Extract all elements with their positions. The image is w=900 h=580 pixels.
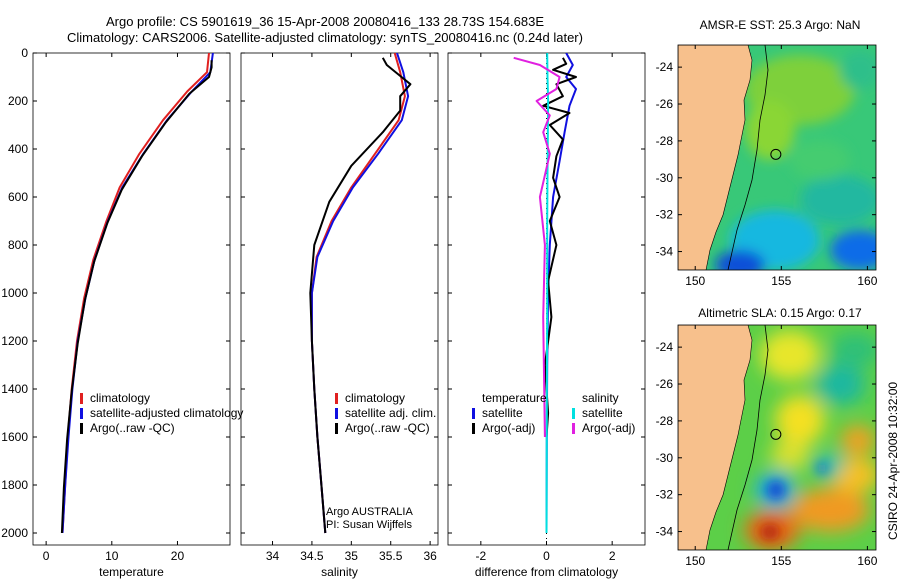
y-tick-label: -24	[656, 60, 674, 74]
y-tick-label: 1400	[1, 382, 28, 396]
chart-subtitle: Climatology: CARS2006. Satellite-adjuste…	[67, 30, 583, 45]
legend-item-satellite: satellite-adjusted climatology	[80, 406, 243, 421]
argo-location-marker	[770, 428, 782, 440]
x-axis-label: difference from climatology	[475, 565, 618, 579]
legend-heading: temperature	[482, 391, 547, 405]
x-axis-label: temperature	[99, 565, 164, 579]
map-frame	[677, 324, 877, 551]
y-tick-label: 200	[8, 94, 28, 108]
x-tick-label: 155	[771, 554, 791, 568]
temperature-legend: climatology satellite-adjusted climatolo…	[80, 391, 243, 436]
sst-map-land	[678, 45, 769, 270]
x-tick-label: 2	[609, 549, 616, 563]
sst-map-title: AMSR-E SST: 25.3 Argo: NaN	[699, 18, 861, 32]
legend-item-argo: Argo(-adj)	[572, 421, 635, 436]
info-text: Argo AUSTRALIA PI: Susan Wijffels	[326, 506, 413, 531]
y-tick-label: -24	[656, 340, 674, 354]
y-tick-label: 1200	[1, 334, 28, 348]
sst-map-axes: 150 155 160 -24 -26 -28 -30 -32 -34	[656, 44, 878, 288]
salinity-legend: climatology satellite adj. clim. Argo(..…	[335, 391, 436, 436]
x-tick-label: 35.5	[379, 549, 403, 563]
legend-item-satellite: satellite	[572, 406, 635, 421]
x-tick-label: 35	[345, 549, 359, 563]
salinity-panel: 34 34.5 35 35.5 36 salinity	[240, 52, 439, 579]
difference-salinity-legend: salinity satellite Argo(-adj)	[572, 391, 635, 436]
legend-item-argo: Argo(..raw -QC)	[80, 421, 243, 436]
legend-item-climatology: climatology	[80, 391, 243, 406]
legend-item-argo: Argo(-adj)	[472, 421, 547, 436]
legend-item-climatology: climatology	[335, 391, 436, 406]
map-frame	[677, 44, 877, 271]
series-line	[545, 53, 550, 534]
x-axis-label: salinity	[321, 565, 358, 579]
x-tick-label: 0	[43, 549, 50, 563]
x-tick-label: -2	[475, 549, 486, 563]
legend-item-satellite: satellite	[472, 406, 547, 421]
difference-panel: -2 0 2 difference from climatology	[447, 52, 646, 579]
temperature-panel: 0 10 2002004006008001000120014001600180020…	[1, 46, 231, 579]
x-tick-label: 0	[543, 549, 550, 563]
y-tick-label: -30	[656, 171, 674, 185]
y-tick-label: -30	[656, 451, 674, 465]
y-tick-label: -28	[656, 414, 674, 428]
legend-item-satellite: satellite adj. clim.	[335, 406, 436, 421]
plot-frame	[32, 52, 231, 546]
series-line	[513, 56, 561, 438]
sla-map-title: Altimetric SLA: 0.15 Argo: 0.17	[698, 306, 862, 320]
difference-temperature-legend: temperature satellite Argo(-adj)	[472, 391, 547, 436]
x-tick-label: 20	[171, 549, 185, 563]
series-group	[309, 53, 412, 534]
y-tick-label: -32	[656, 208, 674, 222]
y-tick-label: -34	[656, 245, 674, 259]
plot-frame	[240, 52, 439, 546]
x-tick-label: 150	[685, 274, 705, 288]
series-group	[60, 53, 214, 534]
y-tick-label: -34	[656, 525, 674, 539]
x-tick-label: 36	[423, 549, 437, 563]
x-tick-label: 34	[266, 549, 280, 563]
series-group	[513, 53, 577, 534]
legend-item-argo: Argo(..raw -QC)	[335, 421, 436, 436]
series-line	[60, 60, 213, 534]
y-tick-label: 800	[8, 238, 28, 252]
sla-map-land	[678, 325, 769, 550]
y-tick-label: 600	[8, 190, 28, 204]
y-tick-label: -28	[656, 134, 674, 148]
y-tick-label: 0	[21, 46, 28, 60]
series-line	[542, 57, 577, 438]
y-tick-label: 2000	[1, 526, 28, 540]
x-tick-label: 160	[857, 554, 877, 568]
argo-location-marker	[770, 148, 782, 160]
y-tick-label: 1800	[1, 478, 28, 492]
x-tick-label: 34.5	[300, 549, 324, 563]
x-tick-label: 10	[105, 549, 119, 563]
y-tick-label: -26	[656, 97, 674, 111]
x-tick-label: 150	[685, 554, 705, 568]
legend-heading: salinity	[582, 391, 619, 405]
series-line	[309, 57, 412, 534]
y-tick-label: 400	[8, 142, 28, 156]
chart-title: Argo profile: CS 5901619_36 15-Apr-2008 …	[105, 14, 544, 29]
y-tick-label: 1000	[1, 286, 28, 300]
x-tick-label: 155	[771, 274, 791, 288]
y-tick-label: -26	[656, 377, 674, 391]
sla-map-axes: 150 155 160 -24 -26 -28 -30 -32 -34	[656, 324, 878, 568]
x-tick-label: 160	[857, 274, 877, 288]
y-tick-label: 1600	[1, 430, 28, 444]
y-tick-label: -32	[656, 488, 674, 502]
side-timestamp-label: CSIRO 24-Apr-2008 10:32:00	[886, 381, 900, 540]
